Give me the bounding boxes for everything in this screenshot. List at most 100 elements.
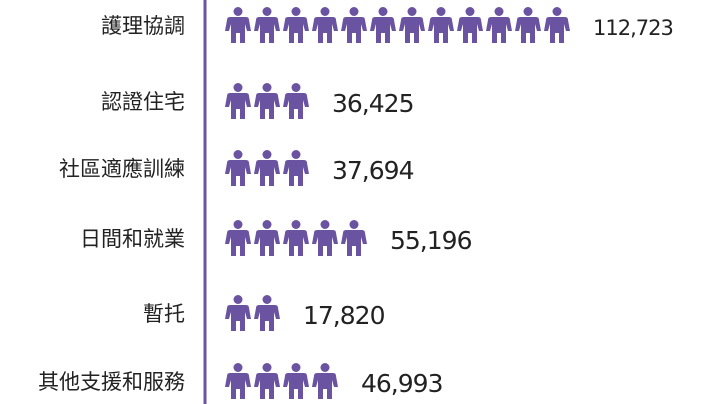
- icon-body: [254, 230, 280, 256]
- icon-head: [320, 7, 330, 16]
- icon-head: [465, 7, 475, 16]
- person-icon: [283, 83, 309, 119]
- icon-head: [552, 7, 562, 16]
- person-icon: [341, 220, 367, 256]
- icon-body: [225, 373, 251, 399]
- icon-body: [254, 160, 280, 186]
- icon-body: [312, 373, 338, 399]
- icon-head: [291, 83, 301, 92]
- icon-body: [254, 373, 280, 399]
- person-icon: [225, 150, 251, 186]
- category-label: 其他支援和服務: [38, 370, 185, 394]
- icon-body: [312, 230, 338, 256]
- icon-body: [457, 17, 483, 43]
- icon-body: [225, 17, 251, 43]
- icon-body: [399, 17, 425, 43]
- icon-head: [349, 220, 359, 229]
- person-icon: [254, 150, 280, 186]
- person-icon: [254, 295, 280, 331]
- icon-body: [254, 17, 280, 43]
- icon-body: [312, 17, 338, 43]
- icon-body: [254, 93, 280, 119]
- category-label: 暫托: [143, 302, 185, 326]
- person-icon: [283, 7, 309, 43]
- icon-head: [233, 83, 243, 92]
- person-icon: [312, 363, 338, 399]
- person-icon: [283, 220, 309, 256]
- icon-body: [341, 230, 367, 256]
- icon-row: [225, 363, 338, 399]
- icon-body: [283, 230, 309, 256]
- person-icon: [254, 83, 280, 119]
- icon-head: [233, 220, 243, 229]
- icon-head: [233, 150, 243, 159]
- person-icon: [486, 7, 512, 43]
- icon-row: [225, 83, 309, 119]
- icon-head: [262, 363, 272, 372]
- category-label: 護理協調: [101, 14, 185, 38]
- person-icon: [254, 220, 280, 256]
- icon-head: [407, 7, 417, 16]
- icon-head: [523, 7, 533, 16]
- person-icon: [312, 7, 338, 43]
- icon-row: [225, 7, 570, 43]
- icon-body: [283, 17, 309, 43]
- category-label: 社區適應訓練: [59, 157, 185, 181]
- icon-body: [544, 17, 570, 43]
- icon-head: [262, 295, 272, 304]
- person-icon: [544, 7, 570, 43]
- person-icon: [225, 295, 251, 331]
- person-icon: [457, 7, 483, 43]
- person-icon: [254, 363, 280, 399]
- icon-head: [262, 7, 272, 16]
- value-label: 112,723: [593, 16, 673, 40]
- icon-head: [262, 83, 272, 92]
- icon-body: [341, 17, 367, 43]
- person-icon: [341, 7, 367, 43]
- person-icon: [254, 7, 280, 43]
- icon-head: [378, 7, 388, 16]
- icon-head: [262, 150, 272, 159]
- value-label: 17,820: [303, 301, 385, 330]
- icon-body: [370, 17, 396, 43]
- icon-head: [233, 7, 243, 16]
- icon-body: [283, 373, 309, 399]
- value-label: 46,993: [361, 369, 442, 398]
- icon-body: [225, 230, 251, 256]
- category-label: 日間和就業: [80, 227, 185, 251]
- value-label: 55,196: [390, 226, 472, 255]
- icon-head: [320, 220, 330, 229]
- value-label: 36,425: [332, 89, 413, 118]
- icon-body: [225, 93, 251, 119]
- icon-head: [291, 363, 301, 372]
- icon-head: [291, 150, 301, 159]
- icon-row: [225, 150, 309, 186]
- icon-row: [225, 220, 367, 256]
- icon-head: [349, 7, 359, 16]
- icon-head: [233, 363, 243, 372]
- person-icon: [399, 7, 425, 43]
- icon-head: [436, 7, 446, 16]
- icon-body: [428, 17, 454, 43]
- icon-body: [254, 305, 280, 331]
- person-icon: [370, 7, 396, 43]
- icon-head: [262, 220, 272, 229]
- person-icon: [428, 7, 454, 43]
- icon-head: [233, 295, 243, 304]
- person-icon: [225, 7, 251, 43]
- icon-head: [291, 220, 301, 229]
- icon-body: [225, 305, 251, 331]
- icon-body: [515, 17, 541, 43]
- icon-body: [283, 93, 309, 119]
- icon-body: [486, 17, 512, 43]
- icon-head: [291, 7, 301, 16]
- person-icon: [312, 220, 338, 256]
- icon-head: [320, 363, 330, 372]
- person-icon: [283, 363, 309, 399]
- person-icon: [225, 363, 251, 399]
- icon-body: [283, 160, 309, 186]
- icon-head: [494, 7, 504, 16]
- person-icon: [283, 150, 309, 186]
- person-icon: [515, 7, 541, 43]
